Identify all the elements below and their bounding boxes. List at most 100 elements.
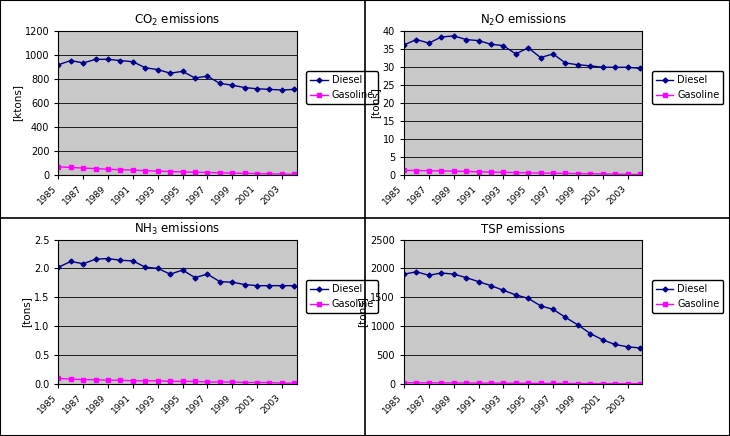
Diesel (66, 58, 75, 63)
Diesel (54, 265, 63, 270)
Gasoline (524, 381, 533, 386)
Gasoline (178, 379, 187, 384)
Diesel (437, 270, 445, 276)
Diesel (116, 58, 125, 63)
Diesel (240, 282, 249, 287)
Diesel (104, 57, 112, 62)
Diesel (449, 33, 458, 38)
Line: Diesel: Diesel (57, 58, 296, 92)
Diesel (512, 292, 520, 297)
Y-axis label: [tons]: [tons] (358, 296, 367, 327)
Line: Gasoline: Gasoline (402, 381, 642, 385)
Gasoline (399, 380, 408, 385)
Diesel (611, 65, 620, 70)
Gasoline (116, 167, 125, 172)
Diesel (574, 322, 583, 327)
Diesel (54, 62, 63, 68)
Gasoline (574, 171, 583, 176)
Gasoline (178, 169, 187, 174)
Y-axis label: [ktons]: [ktons] (12, 84, 22, 121)
Diesel (561, 60, 570, 65)
Diesel (203, 74, 212, 79)
Diesel (215, 81, 224, 86)
Diesel (153, 67, 162, 72)
Gasoline (91, 166, 100, 171)
Diesel (474, 38, 483, 43)
Line: Diesel: Diesel (57, 257, 296, 287)
Gasoline (79, 377, 88, 382)
Diesel (228, 279, 237, 285)
Gasoline (574, 381, 583, 386)
Gasoline (191, 379, 199, 384)
Legend: Diesel, Gasoline: Diesel, Gasoline (307, 72, 378, 104)
Gasoline (66, 165, 75, 170)
Diesel (524, 296, 533, 301)
Diesel (79, 261, 88, 266)
Gasoline (412, 168, 420, 173)
Gasoline (487, 381, 496, 386)
Gasoline (116, 378, 125, 383)
Diesel (166, 272, 174, 277)
Diesel (128, 258, 137, 263)
Diesel (203, 272, 212, 277)
Gasoline (437, 380, 445, 385)
Diesel (599, 337, 607, 342)
Gasoline (611, 381, 620, 386)
Gasoline (128, 167, 137, 173)
Diesel (462, 37, 471, 42)
Gasoline (499, 170, 508, 175)
Diesel (191, 75, 199, 81)
Diesel (79, 60, 88, 65)
Gasoline (228, 379, 237, 385)
Gasoline (487, 170, 496, 175)
Gasoline (524, 170, 533, 175)
Diesel (537, 303, 545, 308)
Diesel (141, 265, 150, 270)
Diesel (178, 267, 187, 272)
Gasoline (277, 171, 286, 177)
Diesel (253, 86, 261, 92)
Diesel (240, 85, 249, 90)
Diesel (474, 279, 483, 284)
Diesel (549, 307, 558, 312)
Gasoline (462, 380, 471, 385)
Gasoline (91, 377, 100, 382)
Gasoline (462, 169, 471, 174)
Diesel (412, 37, 420, 42)
Gasoline (474, 169, 483, 174)
Title: NH$_3$ emissions: NH$_3$ emissions (134, 221, 220, 237)
Gasoline (253, 380, 261, 385)
Gasoline (240, 380, 249, 385)
Gasoline (474, 381, 483, 386)
Gasoline (104, 167, 112, 172)
Line: Diesel: Diesel (402, 34, 642, 70)
Diesel (116, 258, 125, 263)
Gasoline (549, 170, 558, 176)
Diesel (290, 87, 299, 92)
Diesel (586, 63, 595, 68)
Diesel (128, 59, 137, 65)
Diesel (141, 65, 150, 70)
Diesel (277, 87, 286, 92)
Gasoline (203, 170, 212, 175)
Gasoline (537, 381, 545, 386)
Gasoline (399, 168, 408, 173)
Line: Gasoline: Gasoline (402, 169, 642, 176)
Diesel (104, 256, 112, 261)
Diesel (599, 65, 607, 70)
Diesel (487, 283, 496, 288)
Y-axis label: [tons]: [tons] (369, 87, 380, 118)
Gasoline (611, 171, 620, 177)
Gasoline (561, 381, 570, 386)
Gasoline (265, 380, 274, 385)
Diesel (449, 272, 458, 277)
Gasoline (253, 171, 261, 176)
Gasoline (449, 168, 458, 174)
Diesel (561, 315, 570, 320)
Gasoline (277, 381, 286, 386)
Gasoline (437, 168, 445, 174)
Diesel (265, 87, 274, 92)
Y-axis label: [tons]: [tons] (21, 296, 31, 327)
Gasoline (153, 378, 162, 383)
Gasoline (166, 379, 174, 384)
